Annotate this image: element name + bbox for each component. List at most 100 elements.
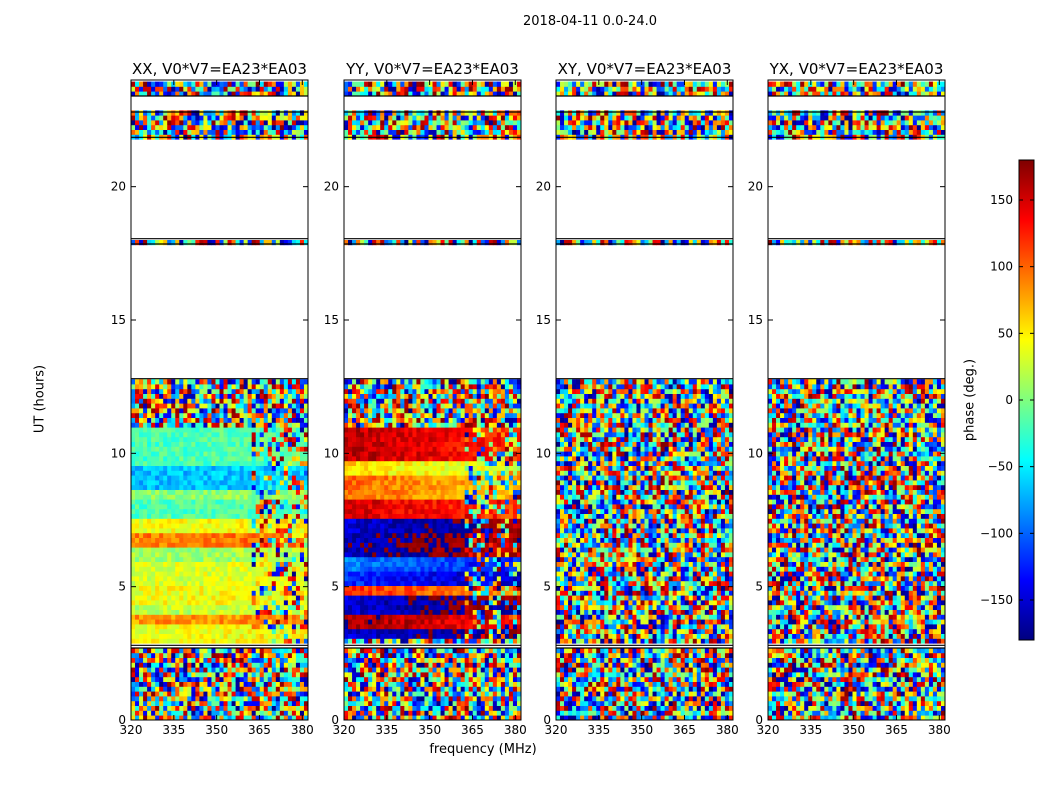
heatmap-cell xyxy=(299,710,305,716)
heatmap-cell xyxy=(199,672,204,678)
heatmap-cell xyxy=(344,571,349,577)
heatmap-cell xyxy=(195,436,200,442)
heatmap-cell xyxy=(227,571,232,577)
heatmap-cell xyxy=(468,580,474,586)
heatmap-cell xyxy=(364,672,369,678)
heatmap-cell xyxy=(203,384,208,390)
heatmap-cell xyxy=(191,700,196,706)
heatmap-cell xyxy=(235,696,241,702)
heatmap-cell xyxy=(275,388,281,394)
heatmap-cell xyxy=(155,686,160,692)
heatmap-cell xyxy=(291,710,297,716)
heatmap-cell xyxy=(191,494,196,500)
heatmap-cell xyxy=(171,547,176,553)
heatmap-cell xyxy=(219,556,224,562)
heatmap-cell xyxy=(464,686,470,692)
heatmap-cell xyxy=(147,547,152,553)
heatmap-cell xyxy=(195,523,200,529)
heatmap-cell xyxy=(255,681,261,687)
heatmap-cell xyxy=(360,710,365,716)
heatmap-cell xyxy=(448,580,454,586)
heatmap-cell xyxy=(275,715,281,721)
heatmap-cell xyxy=(291,700,297,706)
heatmap-cell xyxy=(384,576,389,582)
heatmap-cell xyxy=(251,561,257,567)
heatmap-cell xyxy=(488,576,494,582)
heatmap-cell xyxy=(295,710,301,716)
heatmap-cell xyxy=(388,710,393,716)
heatmap-cell xyxy=(348,710,353,716)
heatmap-cell xyxy=(283,412,289,418)
heatmap-cell xyxy=(263,672,269,678)
heatmap-cell xyxy=(247,600,253,606)
heatmap-cell xyxy=(243,537,249,543)
heatmap-cell xyxy=(143,691,148,697)
heatmap-cell xyxy=(388,672,393,678)
heatmap-cell xyxy=(444,614,449,620)
heatmap-cell xyxy=(219,436,224,442)
heatmap-cell xyxy=(211,408,216,414)
heatmap-cell xyxy=(279,705,285,711)
heatmap-cell xyxy=(215,523,220,529)
heatmap-cell xyxy=(247,667,253,673)
heatmap-cell xyxy=(195,110,200,116)
heatmap-cell xyxy=(267,446,273,452)
heatmap-cell xyxy=(424,696,429,702)
heatmap-cell xyxy=(396,667,401,673)
heatmap-cell xyxy=(235,384,241,390)
heatmap-cell xyxy=(440,696,445,702)
heatmap-cell xyxy=(139,590,144,596)
heatmap-cell xyxy=(199,696,204,702)
heatmap-cell xyxy=(259,456,265,462)
heatmap-cell xyxy=(356,624,361,630)
heatmap-cell xyxy=(219,441,224,447)
heatmap-cell xyxy=(259,384,265,390)
heatmap-cell xyxy=(267,513,273,519)
heatmap-cell xyxy=(223,628,228,634)
heatmap-cell xyxy=(199,504,204,510)
heatmap-cell xyxy=(428,662,433,668)
heatmap-cell xyxy=(207,552,212,558)
heatmap-cell xyxy=(516,590,522,596)
heatmap-cell xyxy=(131,499,136,505)
heatmap-cell xyxy=(448,595,454,601)
heatmap-cell xyxy=(392,628,397,634)
heatmap-cell xyxy=(247,115,253,121)
heatmap-cell xyxy=(199,552,204,558)
heatmap-cell xyxy=(159,422,164,428)
heatmap-cell xyxy=(175,552,180,558)
heatmap-cell xyxy=(440,705,445,711)
heatmap-cell xyxy=(283,691,289,697)
heatmap-cell xyxy=(231,547,236,553)
heatmap-cell xyxy=(368,585,373,591)
heatmap-cell xyxy=(227,120,232,126)
heatmap-cell xyxy=(235,110,241,116)
heatmap-cell xyxy=(203,86,208,92)
heatmap-cell xyxy=(440,691,445,697)
heatmap-cell xyxy=(388,624,393,630)
heatmap-cell xyxy=(508,705,514,711)
heatmap-cell xyxy=(456,604,462,610)
heatmap-cell xyxy=(436,696,441,702)
heatmap-cell xyxy=(171,580,176,586)
heatmap-cell xyxy=(255,518,261,524)
heatmap-cell xyxy=(207,566,212,572)
heatmap-cell xyxy=(496,600,502,606)
heatmap-cell xyxy=(219,393,224,399)
heatmap-cell xyxy=(287,585,293,591)
heatmap-cell xyxy=(219,672,224,678)
heatmap-cell xyxy=(207,700,212,706)
heatmap-cell xyxy=(175,547,180,553)
heatmap-cell xyxy=(299,604,305,610)
heatmap-cell xyxy=(187,542,192,548)
heatmap-cell xyxy=(352,696,357,702)
heatmap-cell xyxy=(299,393,305,399)
heatmap-cell xyxy=(432,672,437,678)
heatmap-cell xyxy=(251,619,257,625)
heatmap-cell xyxy=(175,465,180,471)
heatmap-cell xyxy=(396,633,401,639)
heatmap-cell xyxy=(255,115,261,121)
heatmap-cell xyxy=(392,609,397,615)
heatmap-cell xyxy=(235,657,241,663)
heatmap-cell xyxy=(167,609,172,615)
